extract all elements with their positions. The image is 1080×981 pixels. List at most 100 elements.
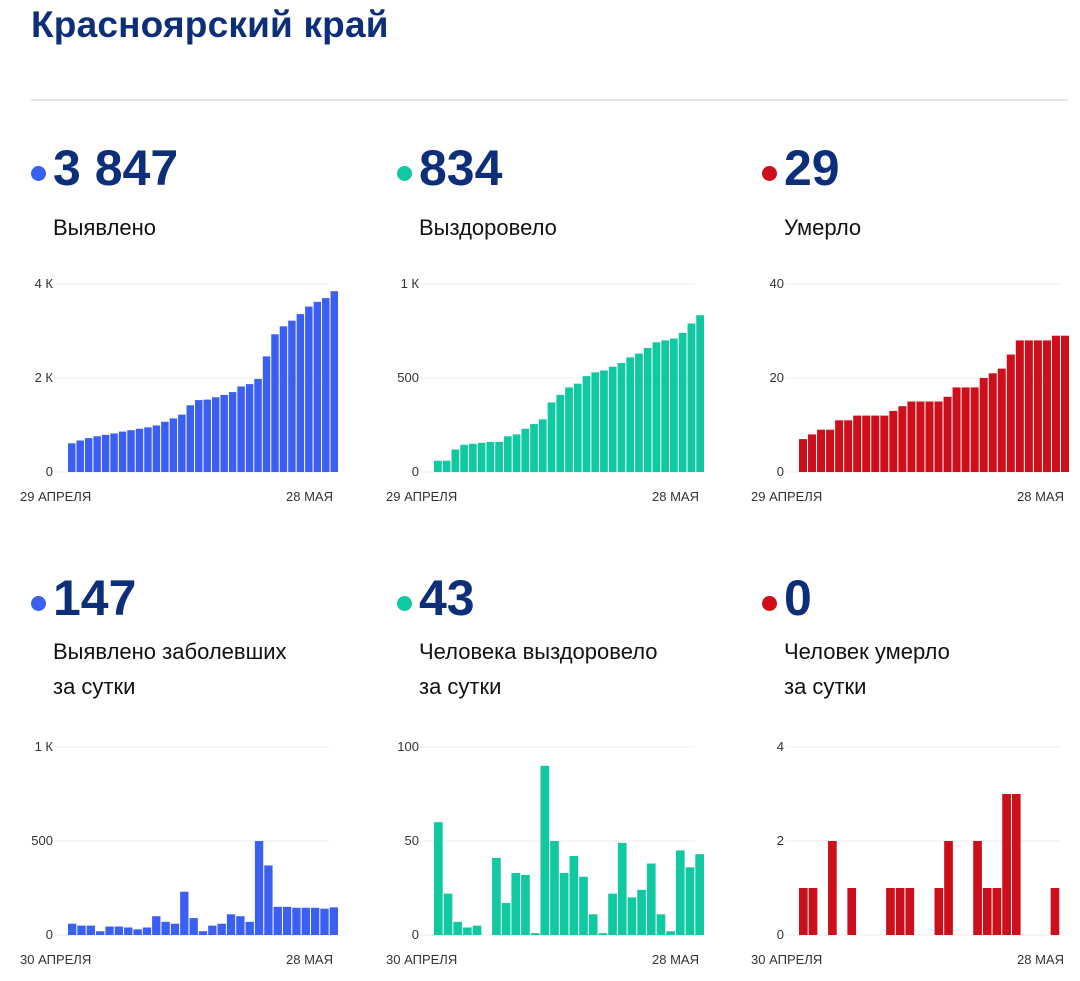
legend-dot-icon bbox=[762, 596, 777, 611]
chart-bar bbox=[279, 326, 288, 472]
x-axis-start-label: 29 АПРЕЛЯ bbox=[751, 489, 822, 504]
chart-bar bbox=[540, 765, 550, 935]
chart-bar bbox=[617, 362, 626, 472]
chart-bar bbox=[550, 841, 559, 935]
chart-bar bbox=[696, 315, 704, 472]
chart-bar bbox=[282, 906, 292, 935]
y-tick-label: 1 К bbox=[401, 276, 420, 291]
chart-bar bbox=[808, 888, 818, 935]
chart-bar bbox=[652, 342, 661, 472]
chart-bar bbox=[656, 914, 666, 935]
stat-value: 834 bbox=[419, 140, 503, 196]
chart-bar bbox=[144, 427, 152, 472]
chart-bar bbox=[84, 438, 93, 472]
chart-bar bbox=[970, 387, 979, 472]
bar-chart: 0 500 1 К 29 АПРЕЛЯ 28 МАЯ bbox=[386, 276, 704, 504]
chart-bar bbox=[982, 888, 992, 935]
chart-bar bbox=[511, 872, 521, 935]
chart-bar bbox=[588, 914, 598, 935]
y-tick-label: 100 bbox=[397, 739, 419, 754]
chart-bar bbox=[310, 907, 320, 935]
chart-bar bbox=[273, 906, 282, 935]
stat-value: 147 bbox=[53, 570, 137, 626]
chart-bar bbox=[988, 373, 997, 472]
panel-detected-daily: 147 Выявлено заболевших за сутки 0 500 1 К 30… bbox=[20, 570, 371, 976]
y-tick-label: 500 bbox=[31, 833, 53, 848]
header-divider bbox=[31, 99, 1068, 101]
stat-label: Выявлено заболевших за сутки bbox=[53, 639, 287, 699]
chart-bar bbox=[472, 925, 482, 935]
x-axis-end-label: 28 МАЯ bbox=[1017, 489, 1064, 504]
chart-bar bbox=[591, 372, 600, 472]
x-axis-start-label: 29 АПРЕЛЯ bbox=[20, 489, 91, 504]
chart-bar bbox=[463, 927, 472, 935]
chart-bar bbox=[320, 908, 329, 935]
stat-label: Выявлено bbox=[53, 215, 157, 240]
chart-bar bbox=[135, 428, 144, 472]
chart-bar bbox=[961, 387, 970, 472]
y-tick-label: 2 bbox=[777, 833, 784, 848]
x-axis-start-label: 30 АПРЕЛЯ bbox=[386, 952, 457, 967]
chart-bar bbox=[598, 933, 608, 935]
chart-bar bbox=[118, 431, 127, 472]
chart-bar bbox=[288, 320, 296, 472]
chart-bar bbox=[886, 888, 895, 935]
chart-bar bbox=[1051, 335, 1060, 472]
chart-bar bbox=[152, 425, 161, 472]
chart-bar bbox=[501, 903, 511, 935]
chart-bar bbox=[170, 923, 180, 935]
chart-bar bbox=[208, 925, 217, 935]
chart-bar bbox=[862, 415, 871, 472]
chart-bar bbox=[77, 925, 86, 935]
chart-bar bbox=[835, 420, 844, 472]
chart-bar bbox=[617, 842, 627, 935]
chart-bar bbox=[847, 888, 857, 935]
chart-bar bbox=[133, 929, 142, 935]
chart-bar bbox=[635, 353, 643, 472]
chart-bar bbox=[124, 927, 133, 935]
chart-bar bbox=[538, 419, 547, 472]
chart-bar bbox=[322, 298, 330, 472]
chart-bar bbox=[86, 925, 96, 935]
chart-bar bbox=[512, 434, 521, 472]
chart-bar bbox=[198, 931, 208, 935]
chart-bar bbox=[1033, 340, 1042, 472]
chart-bar bbox=[492, 857, 501, 935]
chart-bar bbox=[979, 378, 988, 472]
chart-bar bbox=[973, 841, 982, 935]
chart-bar bbox=[925, 401, 934, 472]
chart-bar bbox=[661, 340, 670, 472]
chart-bar bbox=[565, 387, 573, 472]
chart-bar bbox=[262, 356, 271, 472]
chart-bar bbox=[1015, 340, 1024, 472]
chart-bar bbox=[582, 376, 591, 472]
chart-bar bbox=[101, 434, 110, 472]
stat-value: 29 bbox=[784, 140, 840, 196]
stat-value: 3 847 bbox=[53, 140, 179, 196]
chart-bar bbox=[105, 926, 114, 935]
chart-bar bbox=[1002, 794, 1011, 935]
chart-bar bbox=[434, 460, 442, 472]
chart-bar bbox=[264, 865, 273, 935]
chart-bar bbox=[916, 401, 925, 472]
chart-bar bbox=[799, 888, 808, 935]
chart-bar bbox=[530, 933, 540, 935]
x-axis-start-label: 30 АПРЕЛЯ bbox=[751, 952, 822, 967]
chart-bar bbox=[934, 888, 944, 935]
chart-bar bbox=[871, 415, 880, 472]
legend-dot-icon bbox=[762, 166, 777, 181]
chart-bar bbox=[530, 424, 538, 472]
chart-bar bbox=[952, 387, 961, 472]
stat-label: Выздоровело bbox=[419, 215, 557, 240]
chart-bar bbox=[666, 931, 675, 935]
chart-bar bbox=[93, 436, 101, 472]
chart-bar bbox=[695, 854, 704, 935]
chart-bar bbox=[477, 442, 486, 472]
chart-bar bbox=[889, 410, 898, 472]
chart-bar bbox=[271, 334, 279, 472]
chart-bar bbox=[1011, 794, 1021, 935]
bar-chart: 0 2 4 30 АПРЕЛЯ 28 МАЯ bbox=[751, 739, 1064, 967]
chart-bar bbox=[114, 926, 124, 935]
y-tick-label: 4 К bbox=[35, 276, 54, 291]
chart-bar bbox=[880, 415, 889, 472]
